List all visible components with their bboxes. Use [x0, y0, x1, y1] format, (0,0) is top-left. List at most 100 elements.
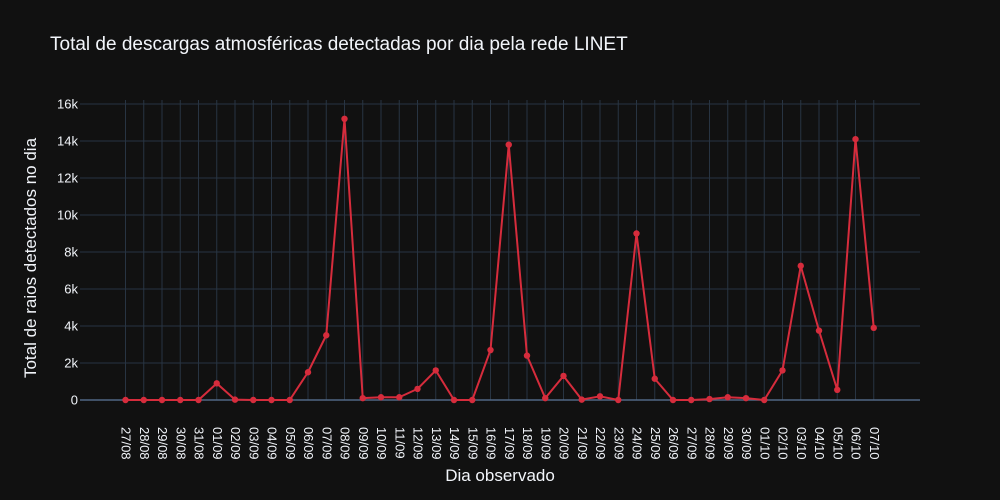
x-tick-label: 27/08: [119, 427, 134, 460]
data-point: [268, 396, 275, 404]
x-tick-label: 03/09: [246, 427, 261, 460]
y-tick-label: 12k: [57, 171, 78, 186]
x-tick-label: 01/09: [210, 427, 225, 460]
x-tick-label: 07/10: [867, 427, 882, 460]
data-point: [432, 367, 439, 374]
data-point: [596, 393, 604, 400]
y-tick-label: 6k: [64, 282, 78, 297]
y-tick-label: 4k: [64, 319, 78, 334]
data-point: [122, 396, 129, 404]
x-tick-label: 15/09: [465, 427, 480, 460]
data-point: [469, 396, 476, 404]
series-line: [125, 117, 875, 401]
x-tick-label: 27/09: [684, 427, 699, 460]
data-point: [323, 332, 330, 339]
data-point: [140, 396, 147, 404]
x-tick-label: 05/09: [283, 427, 298, 460]
x-tick-label: 10/09: [374, 427, 389, 460]
y-tick-label: 8k: [64, 245, 78, 260]
x-tick-label: 06/09: [301, 427, 316, 460]
y-tick-label: 2k: [64, 356, 78, 371]
x-tick-label: 26/09: [666, 427, 681, 460]
data-point: [213, 380, 220, 387]
data-point: [761, 396, 768, 404]
x-tick-label: 17/09: [502, 427, 517, 460]
data-point: [651, 375, 658, 382]
x-tick-label: 08/09: [338, 427, 353, 460]
data-point: [669, 396, 677, 404]
x-tick-label: 09/09: [356, 427, 371, 460]
x-tick-label: 22/09: [593, 427, 608, 460]
x-tick-label: 01/10: [757, 427, 772, 460]
data-point: [195, 396, 202, 404]
y-tick-label: 10k: [57, 208, 78, 223]
data-point: [870, 324, 877, 332]
x-tick-label: 31/08: [192, 427, 207, 460]
chart-title: Total de descargas atmosféricas detectad…: [50, 34, 628, 55]
x-tick-label: 20/09: [557, 427, 572, 460]
y-tick-label: 16k: [57, 97, 78, 112]
y-axis-title: Total de raios detectados no dia: [21, 137, 40, 378]
data-point: [742, 394, 750, 402]
x-tick-label: 24/09: [630, 427, 645, 460]
data-point: [231, 396, 239, 403]
data-point: [177, 396, 184, 404]
x-tick-label: 16/09: [484, 427, 499, 460]
x-tick-label: 28/09: [703, 427, 718, 460]
x-tick-label: 14/09: [447, 427, 462, 460]
x-tick-label: 04/09: [265, 427, 280, 460]
x-tick-label: 29/09: [721, 427, 736, 460]
x-tick-label: 02/09: [228, 427, 243, 460]
x-tick-label: 07/09: [319, 427, 334, 460]
x-tick-label: 21/09: [575, 427, 590, 460]
x-tick-label: 04/10: [812, 427, 827, 460]
x-tick-label: 30/08: [173, 427, 188, 460]
x-tick-label: 03/10: [794, 427, 809, 460]
data-point: [286, 396, 293, 404]
axes: 27/08 28/08 29/08 30/08 31/08 01/09 02/09 03/09…: [57, 97, 882, 460]
x-tick-label: 12/09: [411, 427, 426, 460]
data-point: [450, 396, 458, 404]
data-point: [505, 141, 512, 148]
x-tick-label: 25/09: [648, 427, 663, 460]
data-point: [688, 396, 695, 404]
x-tick-label: 02/10: [776, 427, 791, 460]
y-tick-label: 14k: [57, 134, 78, 149]
x-tick-label: 11/09: [392, 427, 407, 459]
data-point: [250, 396, 257, 404]
x-tick-label: 23/09: [611, 427, 626, 460]
data-point: [542, 394, 549, 402]
data-point: [834, 386, 841, 394]
x-tick-label: 28/08: [137, 427, 152, 460]
x-tick-label: 19/09: [538, 427, 553, 460]
data-point: [414, 385, 421, 393]
data-point: [615, 396, 622, 404]
x-tick-label: 06/10: [849, 427, 864, 460]
x-tick-label: 29/08: [155, 427, 170, 460]
data-point: [633, 230, 640, 237]
y-tick-label: 0: [71, 393, 78, 408]
data-point: [779, 367, 786, 374]
data-point: [724, 394, 731, 401]
data-point: [158, 396, 166, 404]
data-point: [523, 352, 531, 359]
x-tick-label: 18/09: [520, 427, 535, 460]
x-tick-label: 05/10: [830, 427, 845, 460]
data-point: [815, 327, 823, 334]
data-point: [797, 262, 804, 270]
data-point: [377, 394, 385, 401]
x-tick-label: 30/09: [739, 427, 754, 460]
series-layer: [122, 115, 877, 404]
x-axis-title: Dia observado: [445, 466, 555, 485]
data-point: [359, 394, 366, 402]
data-point: [560, 372, 567, 380]
data-point: [304, 369, 312, 376]
data-point: [578, 396, 585, 403]
data-point: [706, 395, 713, 403]
data-point: [487, 346, 494, 354]
data-point: [341, 115, 348, 123]
data-point: [852, 135, 859, 143]
x-tick-label: 13/09: [429, 427, 444, 460]
